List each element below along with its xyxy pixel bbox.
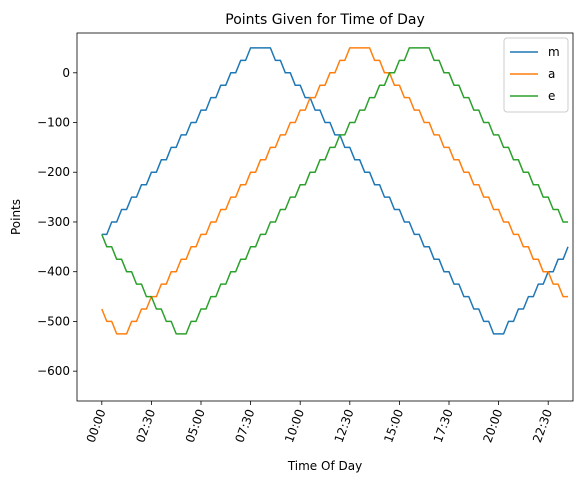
- y-tick-label: −300: [37, 215, 70, 229]
- y-axis-label: Points: [9, 199, 23, 235]
- y-axis: 0 −100 −200 −300 −400 −500 −600: [37, 66, 77, 378]
- legend: mae: [503, 37, 569, 113]
- plot-frame: [76, 32, 574, 402]
- series-line-m: [101, 47, 569, 335]
- y-tick-label: −500: [37, 314, 70, 328]
- series-layer: [101, 47, 569, 335]
- series-line-a: [101, 47, 568, 335]
- x-axis-label: Time Of Day: [287, 459, 362, 473]
- y-tick-label: 0: [62, 66, 70, 80]
- plot-area: [77, 33, 573, 401]
- series-line-e: [101, 47, 568, 335]
- y-tick-label: −400: [37, 265, 70, 279]
- legend-label-a: a: [548, 67, 555, 81]
- y-tick-label: −600: [37, 364, 70, 378]
- y-tick-label: −200: [37, 165, 70, 179]
- legend-label-e: e: [548, 89, 555, 103]
- chart-title: Points Given for Time of Day: [225, 12, 424, 28]
- y-tick-label: −100: [37, 116, 70, 130]
- legend-label-m: m: [548, 45, 560, 59]
- legend-box: [503, 37, 569, 113]
